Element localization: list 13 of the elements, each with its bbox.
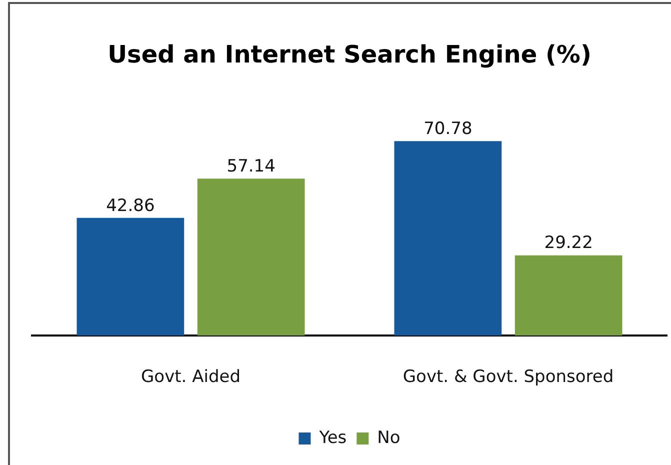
bar bbox=[197, 178, 305, 336]
x-tick-label: Govt. & Govt. Sponsored bbox=[402, 367, 614, 388]
x-tick-label: Govt. Aided bbox=[140, 367, 241, 388]
data-label: 70.78 bbox=[424, 119, 472, 140]
data-label: 57.14 bbox=[226, 156, 276, 177]
bar bbox=[514, 255, 622, 336]
chart-title: Used an Internet Search Engine (%) bbox=[108, 40, 592, 69]
data-label: 29.22 bbox=[544, 233, 593, 254]
bar bbox=[76, 218, 184, 336]
legend-label: No bbox=[377, 428, 400, 448]
data-label: 42.86 bbox=[106, 196, 155, 216]
bar bbox=[394, 141, 502, 336]
legend-label: Yes bbox=[318, 428, 347, 448]
